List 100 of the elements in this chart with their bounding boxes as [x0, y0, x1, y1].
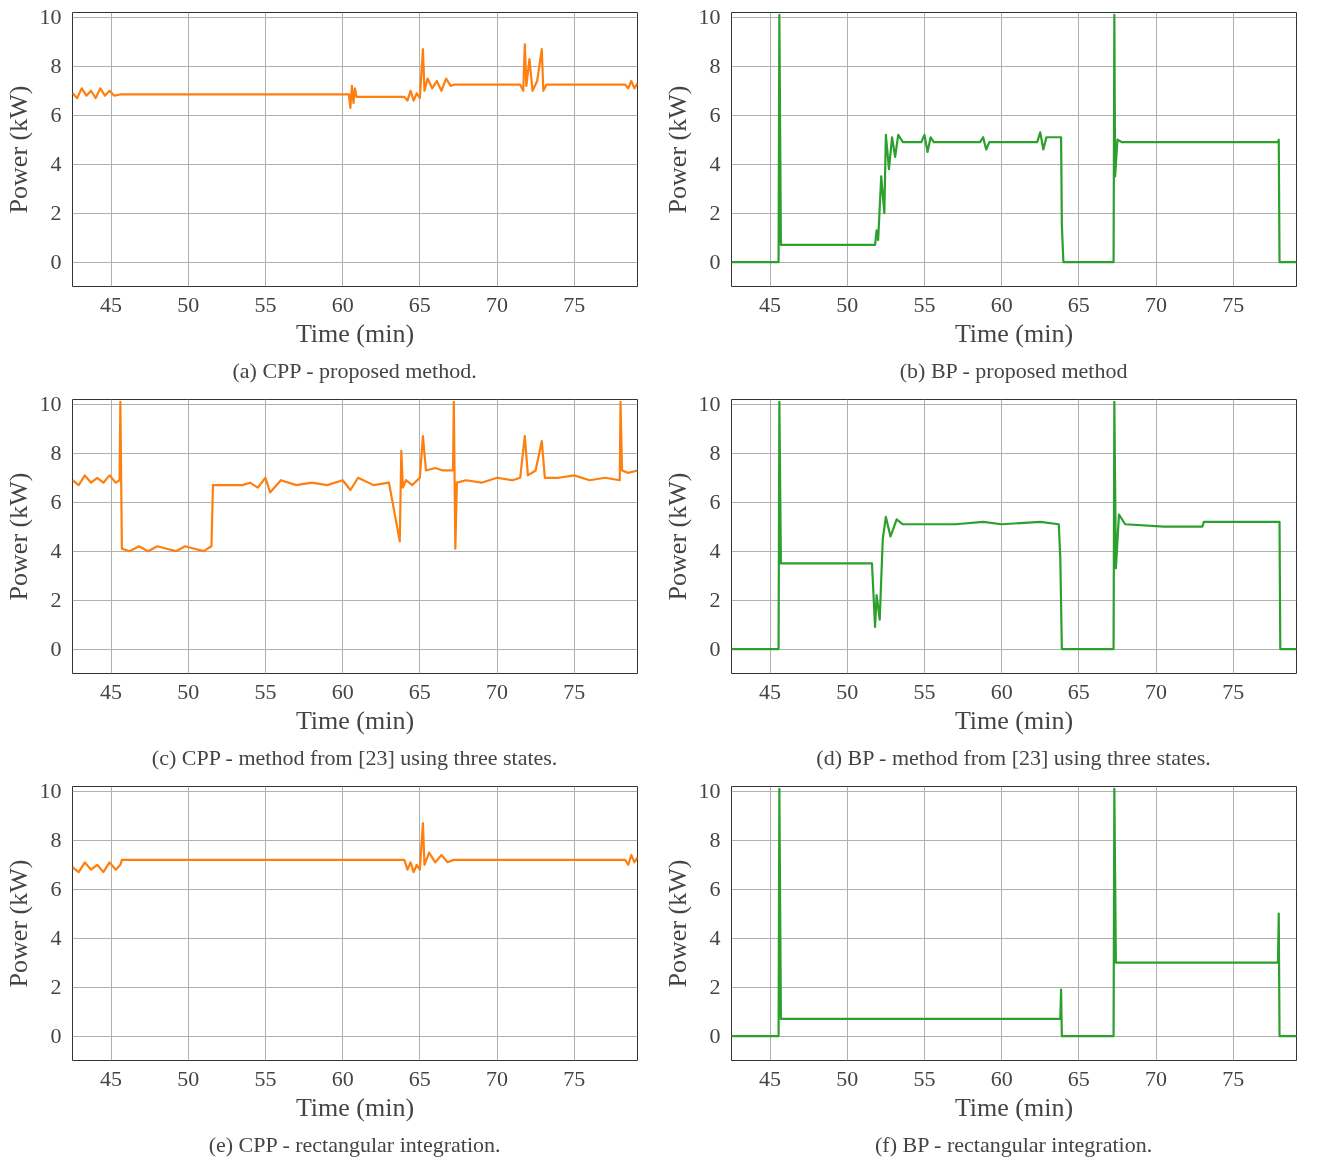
- line-series: [72, 822, 638, 874]
- x-tick-label: 50: [177, 1065, 200, 1091]
- x-tick-label: 45: [100, 1065, 123, 1091]
- x-axis-title: Time (min): [954, 1092, 1074, 1122]
- x-tick-label: 70: [486, 291, 509, 317]
- y-tick-label: 4: [50, 538, 62, 564]
- y-tick-label: 8: [709, 440, 721, 466]
- y-tick-label: 8: [50, 53, 62, 79]
- x-tick-label: 55: [913, 291, 936, 317]
- x-tick-label: 65: [408, 291, 431, 317]
- x-tick-label: 65: [1067, 291, 1090, 317]
- y-tick-label: 0: [709, 1023, 721, 1049]
- y-tick-label: 2: [50, 974, 62, 1000]
- y-tick-label: 2: [50, 200, 62, 226]
- y-tick-label: 10: [698, 778, 721, 804]
- y-tick-label: 8: [50, 827, 62, 853]
- y-axis-title: Power (kW): [3, 859, 33, 988]
- y-tick-label: 4: [709, 538, 721, 564]
- text: (d) BP - method from [23] using three states.: [816, 744, 1211, 770]
- x-tick-label: 55: [254, 678, 277, 704]
- line-series: [731, 13, 1297, 264]
- y-tick-label: 2: [709, 974, 721, 1000]
- line-series: [731, 787, 1297, 1038]
- y-tick-label: 8: [50, 440, 62, 466]
- y-tick-label: 6: [709, 876, 721, 902]
- y-tick-label: 6: [709, 102, 721, 128]
- y-tick-label: 0: [50, 1023, 62, 1049]
- x-tick-label: 50: [177, 291, 200, 317]
- y-tick-label: 6: [709, 489, 721, 515]
- y-tick-label: 10: [39, 391, 62, 417]
- x-tick-label: 50: [836, 291, 859, 317]
- text: (c) CPP - method from [23] using three states.: [151, 744, 558, 770]
- x-tick-label: 75: [1222, 1065, 1245, 1091]
- y-tick-label: 4: [50, 925, 62, 951]
- x-axis-title: Time (min): [295, 1092, 415, 1122]
- x-tick-label: 45: [759, 678, 782, 704]
- x-tick-label: 60: [990, 1065, 1013, 1091]
- line-series: [72, 400, 638, 553]
- x-tick-label: 55: [254, 291, 277, 317]
- x-tick-label: 70: [1145, 1065, 1168, 1091]
- text: (e) CPP - rectangular integration.: [208, 1131, 501, 1157]
- y-tick-label: 4: [709, 151, 721, 177]
- y-axis-title: Power (kW): [662, 859, 692, 988]
- y-tick-label: 6: [50, 489, 62, 515]
- x-tick-label: 45: [759, 291, 782, 317]
- text: (b) BP - proposed method: [899, 357, 1128, 383]
- x-tick-label: 60: [990, 291, 1013, 317]
- line-series: [72, 43, 638, 110]
- y-tick-label: 4: [709, 925, 721, 951]
- x-tick-label: 60: [990, 678, 1013, 704]
- y-tick-label: 0: [50, 636, 62, 662]
- x-tick-label: 70: [1145, 291, 1168, 317]
- x-tick-label: 60: [331, 678, 354, 704]
- y-tick-label: 10: [39, 778, 62, 804]
- x-axis-title: Time (min): [295, 318, 415, 348]
- x-tick-label: 75: [563, 1065, 586, 1091]
- y-tick-label: 2: [709, 587, 721, 613]
- y-axis-title: Power (kW): [3, 472, 33, 601]
- x-tick-label: 65: [408, 678, 431, 704]
- y-tick-label: 0: [50, 249, 62, 275]
- x-tick-label: 60: [331, 1065, 354, 1091]
- text: (f) BP - rectangular integration.: [875, 1131, 1153, 1157]
- y-tick-label: 6: [50, 102, 62, 128]
- x-tick-label: 45: [100, 678, 123, 704]
- line-series: [731, 400, 1297, 651]
- y-tick-label: 10: [698, 391, 721, 417]
- x-tick-label: 70: [486, 678, 509, 704]
- x-tick-label: 55: [913, 678, 936, 704]
- y-axis-title: Power (kW): [662, 472, 692, 601]
- text: (a) CPP - proposed method.: [232, 357, 477, 383]
- y-tick-label: 0: [709, 249, 721, 275]
- x-tick-label: 75: [1222, 291, 1245, 317]
- x-tick-label: 75: [563, 678, 586, 704]
- y-tick-label: 8: [709, 53, 721, 79]
- x-tick-label: 60: [331, 291, 354, 317]
- x-tick-label: 65: [1067, 1065, 1090, 1091]
- y-tick-label: 4: [50, 151, 62, 177]
- y-tick-label: 2: [709, 200, 721, 226]
- x-tick-label: 55: [913, 1065, 936, 1091]
- x-tick-label: 45: [100, 291, 123, 317]
- x-axis-title: Time (min): [295, 705, 415, 735]
- x-tick-label: 65: [1067, 678, 1090, 704]
- x-axis-title: Time (min): [954, 705, 1074, 735]
- x-tick-label: 50: [177, 678, 200, 704]
- y-tick-label: 10: [698, 4, 721, 30]
- x-tick-label: 70: [486, 1065, 509, 1091]
- y-tick-label: 8: [709, 827, 721, 853]
- x-tick-label: 55: [254, 1065, 277, 1091]
- y-tick-label: 0: [709, 636, 721, 662]
- y-tick-label: 10: [39, 4, 62, 30]
- y-tick-label: 6: [50, 876, 62, 902]
- x-axis-title: Time (min): [954, 318, 1074, 348]
- x-tick-label: 45: [759, 1065, 782, 1091]
- y-axis-title: Power (kW): [662, 85, 692, 214]
- x-tick-label: 65: [408, 1065, 431, 1091]
- y-tick-label: 2: [50, 587, 62, 613]
- x-tick-label: 70: [1145, 678, 1168, 704]
- x-tick-label: 75: [1222, 678, 1245, 704]
- x-tick-label: 75: [563, 291, 586, 317]
- x-tick-label: 50: [836, 678, 859, 704]
